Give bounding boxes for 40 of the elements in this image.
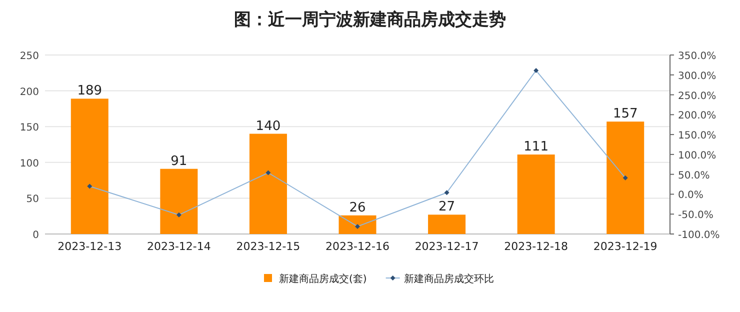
y2-tick-label: 50.0% bbox=[678, 170, 710, 182]
data-label: 91 bbox=[170, 154, 188, 169]
data-label: 26 bbox=[349, 200, 366, 216]
x-tick-label: 2023-12-14 bbox=[146, 240, 211, 253]
y2-tick-label: -100.0% bbox=[678, 230, 720, 241]
legend-label: 新建商品房成交(套) bbox=[279, 273, 367, 285]
data-label: 140 bbox=[256, 118, 281, 134]
legend-label: 新建商品房成交环比 bbox=[404, 273, 494, 285]
x-tick-label: 2023-12-13 bbox=[58, 240, 122, 253]
bar bbox=[428, 214, 466, 234]
y-tick-label: 50 bbox=[26, 194, 39, 206]
y2-tick-label: 350.0% bbox=[678, 51, 716, 62]
y2-tick-label: -50.0% bbox=[678, 210, 714, 222]
data-label: 27 bbox=[438, 200, 456, 215]
y2-tick-label: 300.0% bbox=[678, 70, 716, 82]
bar bbox=[338, 215, 376, 234]
bar bbox=[606, 122, 644, 234]
x-tick-label: 2023-12-16 bbox=[326, 240, 390, 253]
x-tick-label: 2023-12-19 bbox=[593, 240, 658, 253]
y-tick-label: 100 bbox=[20, 158, 39, 170]
x-tick-label: 2023-12-18 bbox=[504, 240, 568, 253]
y-tick-label: 200 bbox=[20, 86, 39, 98]
x-tick-label: 2023-12-15 bbox=[236, 240, 300, 253]
bar bbox=[70, 98, 108, 234]
bar bbox=[517, 154, 555, 234]
data-label: 111 bbox=[524, 140, 548, 155]
data-label: 189 bbox=[77, 84, 102, 99]
y2-tick-label: 100.0% bbox=[678, 150, 716, 162]
y-tick-label: 250 bbox=[20, 51, 39, 62]
bar bbox=[160, 168, 198, 234]
chart-title: 图：近一周宁波新建商品房成交走势 bbox=[234, 10, 506, 30]
y2-tick-label: 150.0% bbox=[678, 130, 716, 142]
y2-tick-label: 0.0% bbox=[678, 190, 704, 202]
y-tick-label: 150 bbox=[20, 122, 39, 134]
y2-tick-label: 200.0% bbox=[678, 110, 716, 122]
bar bbox=[249, 134, 287, 234]
x-tick-label: 2023-12-17 bbox=[414, 240, 479, 253]
data-label: 157 bbox=[612, 106, 638, 122]
y-tick-label: 0 bbox=[32, 230, 39, 241]
y2-tick-label: 250.0% bbox=[678, 90, 716, 102]
